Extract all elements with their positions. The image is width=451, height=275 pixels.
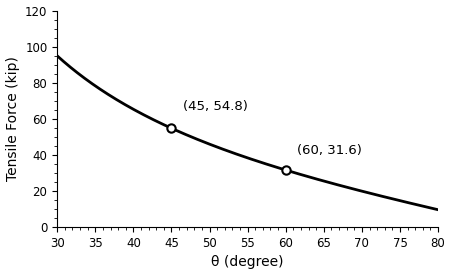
Y-axis label: Tensile Force (kip): Tensile Force (kip) — [5, 56, 19, 181]
Text: (45, 54.8): (45, 54.8) — [183, 100, 248, 113]
X-axis label: θ (degree): θ (degree) — [212, 255, 284, 270]
Text: (60, 31.6): (60, 31.6) — [297, 144, 362, 157]
